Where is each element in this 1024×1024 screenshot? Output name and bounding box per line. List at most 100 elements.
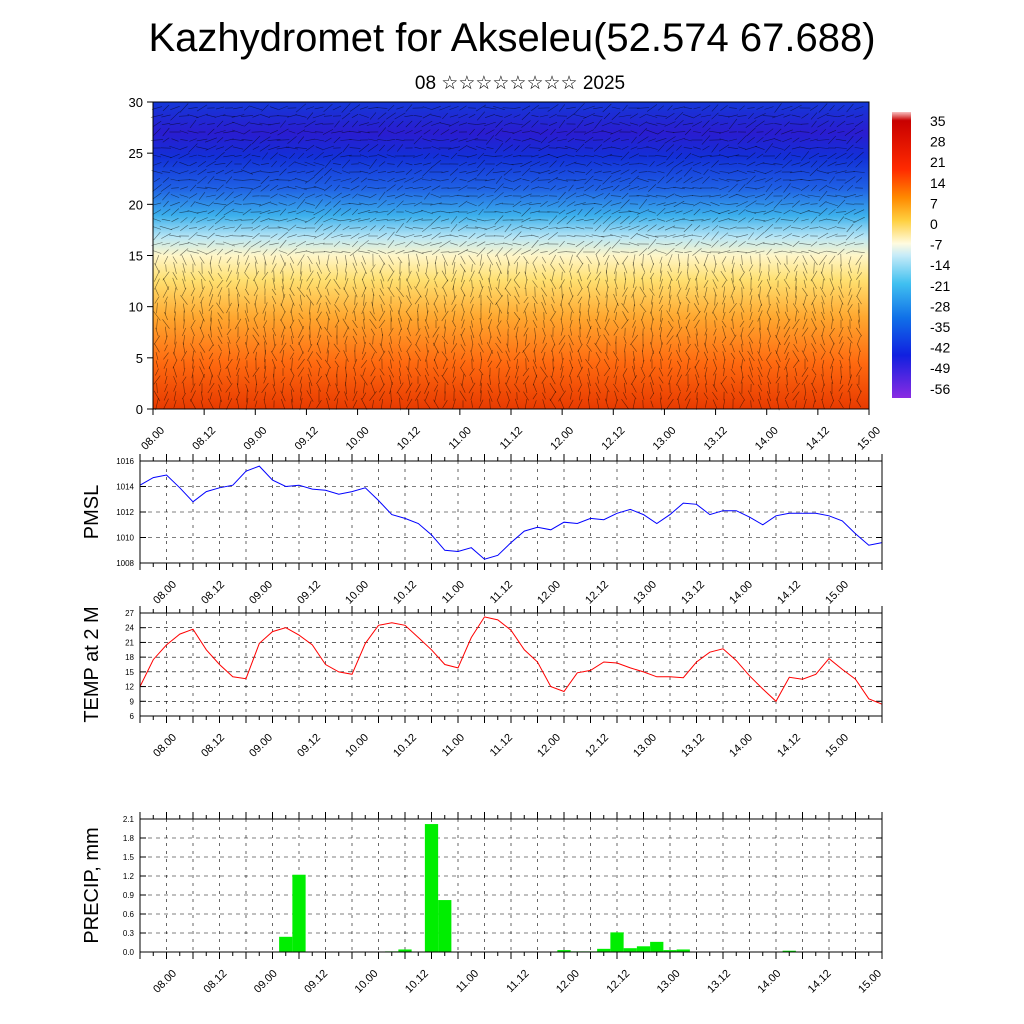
wind-vector <box>189 179 197 181</box>
wind-vector <box>786 374 788 386</box>
wind-vector <box>740 376 744 384</box>
wind-vector <box>522 350 530 362</box>
wind-vector <box>548 249 558 255</box>
wind-vector <box>775 288 781 296</box>
wind-vector <box>583 105 595 111</box>
wind-vector <box>484 186 496 190</box>
wind-vector <box>325 271 331 281</box>
wind-vector <box>550 344 556 352</box>
wind-vector <box>694 359 700 369</box>
wind-vector <box>561 352 563 360</box>
wind-vector <box>854 147 864 149</box>
wind-vector <box>810 184 818 192</box>
wind-vector <box>426 359 428 369</box>
wind-vector <box>478 201 484 207</box>
wind-vector <box>748 232 754 240</box>
wind-vector <box>376 219 388 221</box>
wind-vector <box>570 311 572 321</box>
wind-vector <box>786 296 788 304</box>
wind-vector <box>513 311 521 321</box>
wind-vector <box>324 137 332 143</box>
wind-vector <box>458 185 468 191</box>
wind-vector <box>422 162 432 166</box>
wind-vector <box>191 327 195 337</box>
wind-vector <box>675 152 683 160</box>
wind-vector <box>406 336 412 344</box>
wind-vector <box>537 179 551 181</box>
wind-vector <box>459 179 467 181</box>
wind-vector <box>542 264 546 272</box>
wind-vector <box>169 234 181 238</box>
wind-vector <box>795 400 797 408</box>
wind-vector <box>254 400 258 408</box>
wind-vector <box>754 193 766 199</box>
wind-vector <box>712 358 718 370</box>
wind-vector <box>495 161 503 167</box>
wind-vector <box>232 121 244 127</box>
wind-vector <box>389 278 393 290</box>
wind-vector <box>263 399 267 409</box>
wind-vector <box>215 106 225 110</box>
wind-vector <box>439 105 451 111</box>
wind-vector <box>190 254 196 266</box>
wind-vector <box>693 146 701 150</box>
wind-vector <box>432 326 440 338</box>
wind-vector <box>190 399 196 409</box>
wind-vector <box>521 138 531 142</box>
wind-vector <box>263 311 267 321</box>
wind-vector <box>576 247 584 257</box>
wind-vector <box>417 399 419 409</box>
wind-vector <box>232 242 244 246</box>
wind-vector <box>218 352 222 360</box>
wind-vector <box>377 127 387 137</box>
wind-vector <box>204 186 218 190</box>
wind-vector <box>766 390 772 402</box>
wind-vector <box>619 177 631 183</box>
wind-vector <box>243 240 251 248</box>
wind-vector <box>255 383 257 393</box>
wind-vector <box>750 304 752 312</box>
wind-vector <box>845 203 855 205</box>
wind-vector <box>297 192 305 200</box>
wind-vector <box>712 343 718 353</box>
wind-vector <box>584 175 594 185</box>
wind-vector <box>648 218 656 222</box>
precip-bar <box>650 941 664 952</box>
wind-vector <box>632 320 636 328</box>
wind-vector <box>613 351 619 361</box>
wind-vector <box>755 231 765 241</box>
wind-vector <box>594 342 602 354</box>
wind-vector <box>299 278 303 290</box>
wind-vector <box>452 352 456 360</box>
wind-vector <box>701 105 711 111</box>
wind-vector <box>187 114 199 118</box>
wind-vector <box>273 334 275 346</box>
wind-vector <box>398 296 402 304</box>
wind-vector <box>344 391 348 401</box>
wind-vector <box>316 375 322 385</box>
wind-vector <box>774 177 782 183</box>
wind-vector <box>345 381 347 395</box>
wind-vector <box>738 271 746 281</box>
wind-vector <box>856 367 862 377</box>
wind-vector <box>408 357 410 371</box>
wind-vector <box>822 278 824 290</box>
wind-vector <box>648 366 656 378</box>
wind-vector <box>451 295 457 305</box>
wind-vector <box>474 226 488 230</box>
wind-vector <box>200 400 204 408</box>
wind-vector <box>487 350 493 362</box>
wind-vector <box>357 218 371 222</box>
wind-vector <box>731 359 735 369</box>
wind-vector <box>430 242 442 246</box>
wind-vector <box>476 185 486 191</box>
wind-vector <box>478 262 484 274</box>
wind-vector <box>434 280 438 288</box>
wind-vector <box>431 215 441 225</box>
wind-vector <box>278 154 288 158</box>
wind-vector <box>162 191 170 201</box>
wind-vector <box>332 163 342 165</box>
wind-vector <box>784 358 790 370</box>
heatmap-y-tick-label: 10 <box>129 300 143 315</box>
wind-vector <box>685 277 691 291</box>
